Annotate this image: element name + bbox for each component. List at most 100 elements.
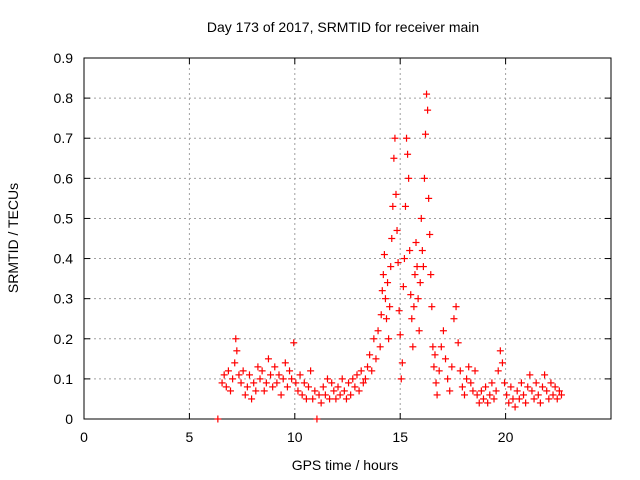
data-point xyxy=(520,391,528,399)
data-point xyxy=(414,295,422,303)
data-point xyxy=(379,271,387,279)
data-point xyxy=(336,391,344,399)
data-point xyxy=(386,303,394,311)
data-point xyxy=(395,307,403,315)
data-point xyxy=(361,375,369,383)
data-point xyxy=(467,379,475,387)
x-tick-label: 20 xyxy=(498,429,514,445)
data-point xyxy=(220,371,228,379)
data-point xyxy=(465,363,473,371)
data-point xyxy=(298,391,306,399)
data-point xyxy=(214,415,222,423)
data-point xyxy=(543,387,551,395)
data-point xyxy=(407,291,415,299)
data-point xyxy=(433,391,441,399)
data-point xyxy=(292,379,300,387)
data-point xyxy=(347,391,355,399)
data-point xyxy=(254,363,262,371)
data-point xyxy=(396,331,404,339)
data-point xyxy=(549,391,557,399)
data-point xyxy=(503,391,511,399)
grid-layer xyxy=(84,58,611,419)
data-point xyxy=(501,379,509,387)
x-tick-label: 5 xyxy=(186,429,194,445)
data-point xyxy=(458,383,466,391)
data-point xyxy=(260,387,268,395)
x-tick-label: 10 xyxy=(287,429,303,445)
data-point xyxy=(273,379,281,387)
data-point xyxy=(424,106,432,114)
data-point xyxy=(382,315,390,323)
data-point xyxy=(294,387,302,395)
data-point xyxy=(267,371,275,379)
y-tick-label: 0.9 xyxy=(54,50,74,66)
data-point xyxy=(413,263,421,271)
data-point xyxy=(388,235,396,242)
data-point xyxy=(233,347,241,355)
data-point xyxy=(473,391,481,399)
data-point xyxy=(317,399,325,407)
data-point xyxy=(393,226,401,234)
data-point xyxy=(460,391,468,399)
data-point xyxy=(442,355,450,363)
y-tick-label: 0.5 xyxy=(54,210,74,226)
data-point xyxy=(237,379,245,387)
data-point xyxy=(444,375,452,383)
data-point xyxy=(374,327,382,335)
data-point xyxy=(435,367,443,375)
data-point xyxy=(479,395,487,403)
data-point xyxy=(275,371,283,379)
data-point xyxy=(279,375,287,383)
data-point xyxy=(515,395,523,403)
data-point xyxy=(256,375,264,383)
data-point xyxy=(425,194,433,202)
x-axis-label: GPS time / hours xyxy=(292,457,399,473)
data-point xyxy=(452,303,460,311)
data-point xyxy=(342,395,350,403)
data-point xyxy=(328,379,336,387)
data-point xyxy=(454,339,462,347)
data-point xyxy=(307,367,315,375)
data-point xyxy=(426,230,434,238)
y-tick-label: 0.3 xyxy=(54,291,74,307)
data-point xyxy=(484,399,492,407)
data-point xyxy=(370,335,378,343)
data-point xyxy=(232,335,240,343)
x-tick-label: 15 xyxy=(392,429,408,445)
data-point xyxy=(349,375,357,383)
data-point xyxy=(385,335,393,343)
data-point xyxy=(366,351,374,359)
data-point xyxy=(377,311,385,319)
data-point xyxy=(469,387,477,395)
data-point xyxy=(496,347,504,355)
data-point xyxy=(416,279,424,287)
data-point xyxy=(448,363,456,371)
data-point xyxy=(534,391,542,399)
data-point xyxy=(391,134,399,142)
data-point xyxy=(376,343,384,351)
data-point xyxy=(551,383,559,391)
data-point xyxy=(392,190,400,198)
data-point xyxy=(419,263,427,271)
data-point xyxy=(528,387,536,395)
data-point xyxy=(463,375,471,383)
y-tick-label: 0 xyxy=(65,411,73,427)
data-point xyxy=(494,367,502,375)
data-point xyxy=(553,395,561,403)
data-point xyxy=(345,379,353,387)
data-point xyxy=(505,399,513,407)
data-point xyxy=(401,202,409,210)
data-point xyxy=(290,339,298,347)
data-point xyxy=(357,367,365,375)
data-point xyxy=(332,395,340,403)
data-point xyxy=(555,387,563,395)
y-tick-label: 0.4 xyxy=(54,251,74,267)
data-point xyxy=(517,379,525,387)
data-point xyxy=(394,259,402,267)
data-point xyxy=(222,383,230,391)
y-tick-label: 0.2 xyxy=(54,331,74,347)
data-point xyxy=(243,383,251,391)
data-point xyxy=(250,379,258,387)
data-point xyxy=(323,375,331,383)
data-point xyxy=(511,403,519,411)
